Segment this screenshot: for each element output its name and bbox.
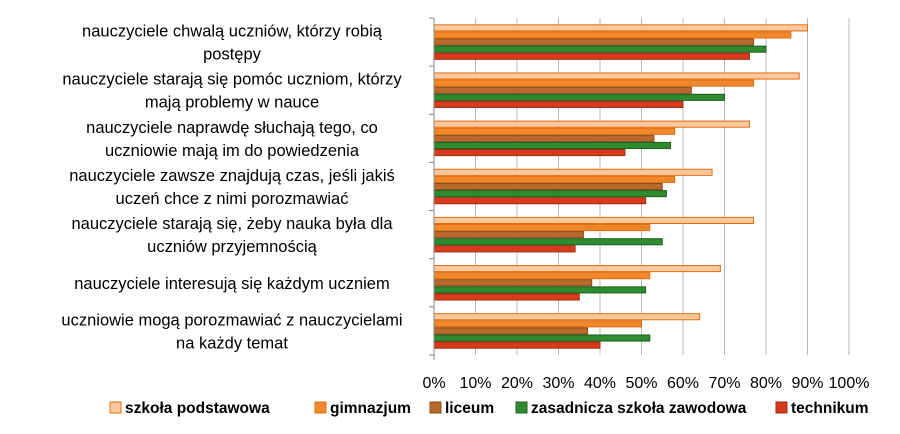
bar [433, 149, 626, 157]
x-tick-label: 50% [625, 375, 657, 392]
x-tick-label: 20% [501, 375, 533, 392]
bar [433, 197, 647, 205]
bar [433, 286, 647, 294]
legend: szkoła podstawowa gimnazjum liceum zasadnic… [109, 400, 869, 417]
category-label: uczniowie mogą porozmawiać z nauczyciela… [61, 311, 402, 352]
legend-item: liceum [429, 400, 494, 417]
x-tick-label: 100% [829, 375, 870, 392]
bar [433, 238, 663, 246]
bar [433, 120, 750, 128]
x-tick-label: 60% [667, 375, 699, 392]
bar [433, 327, 589, 335]
legend-label: liceum [445, 400, 494, 417]
bar [433, 127, 676, 135]
axes [429, 17, 435, 360]
bar [433, 134, 655, 142]
bar [433, 182, 663, 191]
legend-swatch [775, 401, 788, 414]
bar [433, 45, 767, 53]
bar [433, 313, 701, 321]
bar [433, 72, 800, 80]
category-label: nauczyciele zawsze znajdują czas, jeśli … [69, 167, 395, 208]
x-tick-label: 80% [750, 375, 782, 392]
legend-item: gimnazjum [314, 400, 411, 417]
bar [433, 231, 584, 239]
legend-label: zasadnicza szkoła zawodowa [531, 400, 747, 417]
bar [433, 38, 755, 46]
bar [433, 334, 651, 342]
bar [433, 168, 713, 176]
bar [433, 245, 576, 253]
bar [433, 86, 692, 94]
x-tick-label: 0% [422, 375, 445, 392]
x-tick-label: 70% [708, 375, 740, 392]
x-tick-label: 90% [791, 375, 823, 392]
category-label: nauczyciele interesują się każdym ucznie… [74, 275, 389, 293]
legend-swatch [515, 401, 528, 414]
x-axis-tick-labels: 0% 10% 20% 30% 40% 50% 60% 70% 80% 90% 100% [422, 375, 869, 392]
bar [433, 93, 725, 101]
bar [433, 141, 672, 150]
bar [433, 223, 651, 232]
x-tick-label: 40% [584, 375, 616, 392]
bar [433, 24, 808, 32]
bar [433, 341, 601, 349]
bar [433, 265, 721, 273]
category-label: nauczyciele starają się pomóc uczniom, k… [62, 71, 402, 112]
bar [433, 100, 684, 108]
bars [433, 24, 808, 349]
bar [433, 31, 792, 39]
legend-item: zasadnicza szkoła zawodowa [515, 400, 747, 417]
bar [433, 293, 580, 301]
bar [433, 175, 676, 183]
legend-swatch [429, 401, 442, 414]
legend-label: gimnazjum [330, 400, 411, 417]
category-labels: nauczyciele chwalą uczniów, którzy robią… [61, 23, 402, 353]
legend-item: szkoła podstawowa [109, 400, 270, 417]
x-tick-label: 10% [459, 375, 491, 392]
category-label: nauczyciele chwalą uczniów, którzy robią… [82, 23, 383, 64]
legend-swatch [109, 401, 122, 414]
legend-swatch [314, 401, 327, 414]
bar [433, 190, 667, 198]
category-label: nauczyciele starają się, żeby nauka była… [71, 215, 393, 256]
bar [433, 279, 593, 287]
bar [433, 320, 642, 328]
bar [433, 272, 651, 280]
legend-label: technikum [791, 400, 869, 417]
legend-label: szkoła podstawowa [125, 400, 270, 417]
bar [433, 216, 755, 224]
bar [433, 52, 750, 60]
category-label: nauczyciele naprawdę słuchają tego, co uc… [86, 119, 378, 160]
x-tick-label: 30% [542, 375, 574, 392]
bar [433, 79, 755, 87]
legend-item: technikum [775, 400, 869, 417]
